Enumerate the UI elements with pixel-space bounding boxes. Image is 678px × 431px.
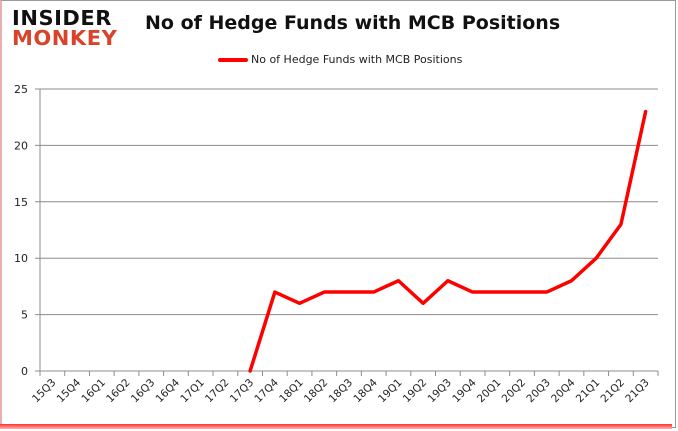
y-tick-label: 5 (21, 309, 28, 322)
x-tick-label: 21Q3 (623, 377, 652, 406)
x-tick-label: 16Q4 (154, 376, 183, 405)
legend-label: No of Hedge Funds with MCB Positions (251, 53, 463, 66)
y-tick-label: 0 (21, 365, 28, 378)
x-tick-label: 19Q4 (450, 376, 479, 405)
x-tick-label: 15Q4 (55, 376, 84, 405)
x-tick-label: 18Q4 (351, 376, 380, 405)
x-tick-label: 18Q1 (277, 377, 306, 406)
x-tick-label: 20Q3 (524, 377, 553, 406)
x-tick-label: 20Q4 (549, 376, 578, 405)
x-tick-label: 21Q2 (599, 377, 628, 406)
y-tick-label: 20 (14, 139, 28, 152)
x-tick-label: 20Q1 (475, 377, 504, 406)
y-tick-label: 25 (14, 83, 28, 96)
x-tick-label: 19Q3 (425, 377, 454, 406)
x-tick-label: 16Q1 (79, 377, 108, 406)
x-tick-label: 18Q2 (302, 377, 331, 406)
logo-line-1: INSIDER (12, 6, 112, 30)
x-tick-label: 17Q1 (178, 377, 207, 406)
x-tick-label: 17Q2 (203, 377, 232, 406)
x-tick-label: 20Q2 (500, 377, 529, 406)
x-tick-label: 21Q1 (574, 377, 603, 406)
legend-line-swatch-icon (218, 57, 248, 62)
x-tick-label: 19Q1 (376, 377, 405, 406)
x-tick-label: 17Q4 (252, 376, 281, 405)
series-line (248, 109, 648, 373)
chart-title: No of Hedge Funds with MCB Positions (145, 12, 561, 34)
x-tick-label: 17Q3 (228, 377, 257, 406)
frame-shadow (0, 424, 672, 429)
y-tick-label: 10 (14, 252, 28, 265)
y-tick-label: 15 (14, 196, 28, 209)
insider-monkey-logo: INSIDER MONKEY (12, 8, 124, 48)
x-tick-label: 16Q2 (104, 377, 133, 406)
x-tick-label: 16Q3 (129, 377, 158, 406)
logo-line-2: MONKEY (12, 26, 118, 50)
x-tick-label: 18Q3 (327, 377, 356, 406)
x-tick-label: 19Q2 (401, 377, 430, 406)
chart-legend: No of Hedge Funds with MCB Positions (218, 53, 462, 66)
x-tick-label: 15Q3 (30, 377, 59, 406)
